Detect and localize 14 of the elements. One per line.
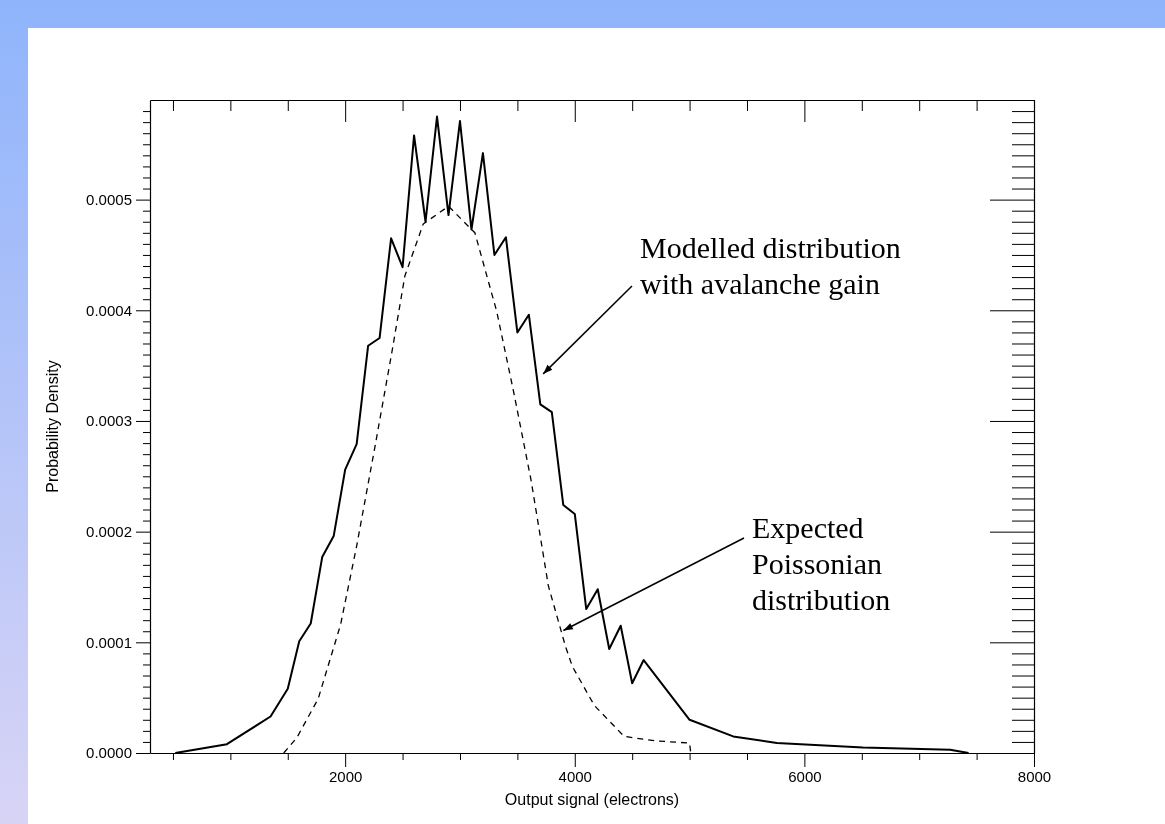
y-tick-label: 0.0002 — [86, 522, 132, 540]
x-tick-label: 2000 — [328, 767, 363, 785]
annotation: Modelled distribution with avalanche gain — [640, 231, 901, 300]
x-tick-label: 6000 — [788, 767, 822, 785]
y-tick-label: 0.0000 — [86, 744, 132, 762]
x-axis-title: Output signal (electrons) — [504, 791, 680, 808]
y-axis-title: Probability Density — [44, 360, 61, 493]
annotation: Expected Poissonian distribution — [752, 511, 891, 616]
x-tick-label: 8000 — [1017, 767, 1052, 785]
y-tick-label: 0.0003 — [86, 412, 132, 430]
y-tick-label: 0.0001 — [86, 633, 132, 651]
y-tick-label: 0.0005 — [86, 190, 132, 208]
x-tick-label: 4000 — [558, 767, 592, 785]
y-tick-label: 0.0004 — [86, 301, 132, 319]
